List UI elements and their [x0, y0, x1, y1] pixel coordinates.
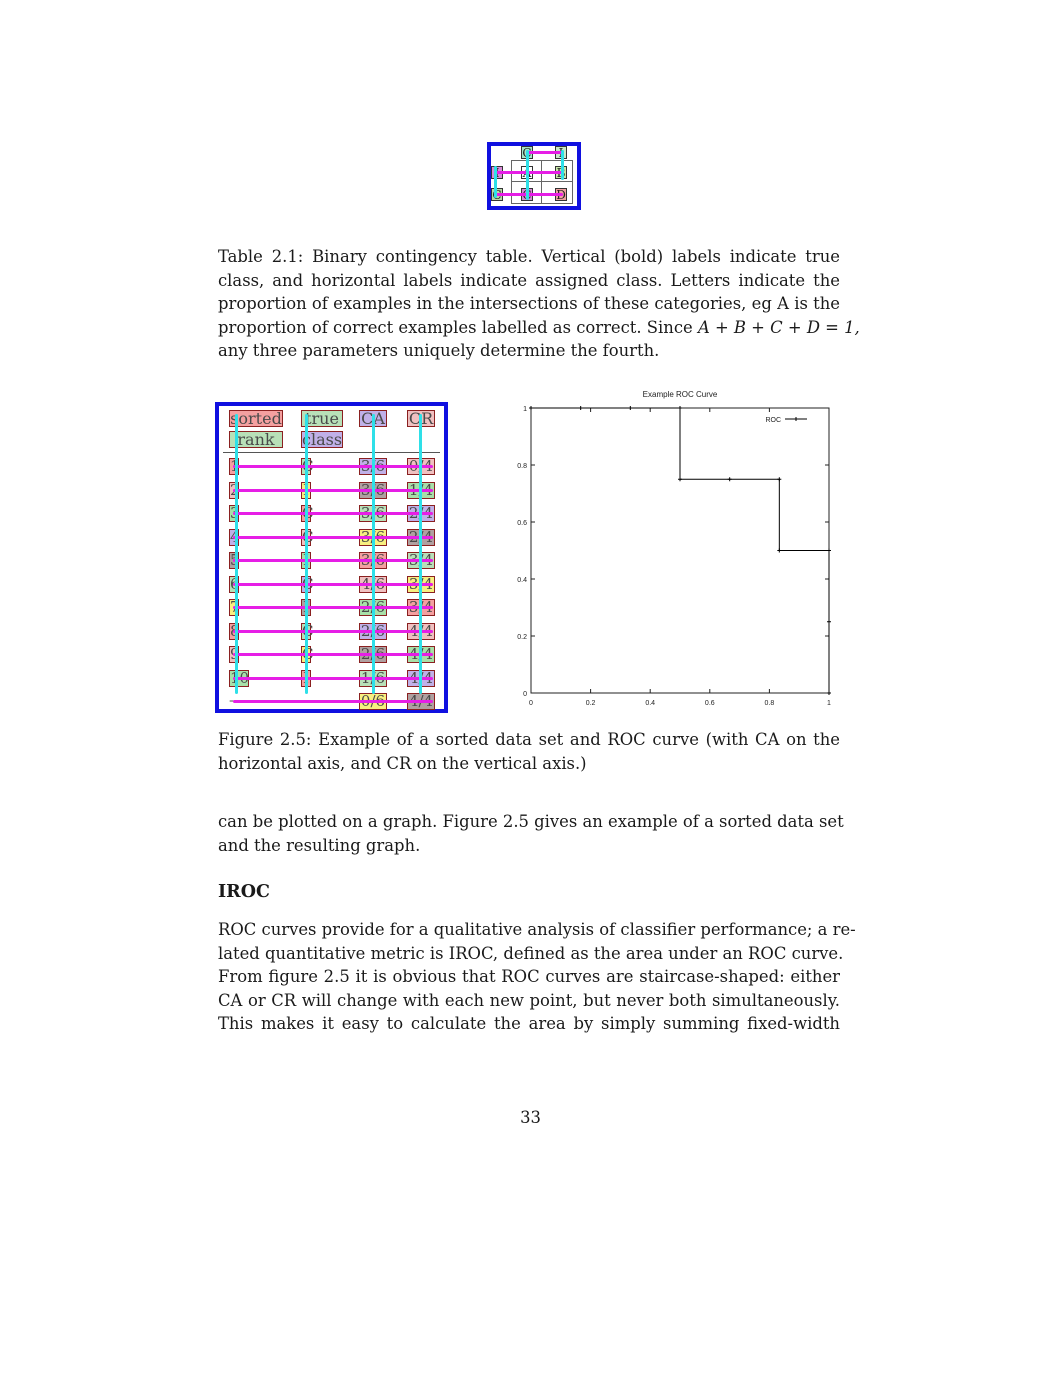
row-order-link — [233, 465, 433, 468]
row-order-link — [233, 559, 433, 562]
column-order-link — [372, 414, 375, 694]
section-heading: IROC — [218, 882, 270, 902]
chart-title: Example ROC Curve — [643, 390, 718, 399]
reading-order-link — [527, 151, 563, 154]
table-header-cell: sorted — [229, 409, 283, 428]
column-order-link — [526, 150, 529, 200]
table-header-cell: rank — [229, 431, 283, 448]
table-rule — [223, 452, 440, 453]
row-order-link — [233, 629, 433, 633]
figure-caption-line: horizontal axis, and CR on the vertical … — [218, 753, 587, 773]
y-tick-label: 0 — [523, 691, 527, 698]
roc-series-line — [531, 407, 830, 693]
column-order-link — [419, 414, 422, 694]
y-tick-label: 0.8 — [517, 463, 527, 470]
column-order-link — [494, 166, 497, 198]
x-tick-label: 0.6 — [705, 700, 715, 707]
table-caption-label: Table 2.1: — [218, 247, 304, 266]
y-tick-label: 0.4 — [517, 577, 527, 584]
figure-caption-line: Figure 2.5: Example of a sorted data set… — [218, 730, 840, 749]
body-line: can be plotted on a graph. Figure 2.5 gi… — [218, 812, 844, 831]
figure-caption: Figure 2.5: Example of a sorted data set… — [218, 728, 840, 775]
contingency-table: C I I C A B C D — [487, 142, 581, 210]
x-tick-label: 0.8 — [765, 700, 775, 707]
x-tick-label: 0.2 — [586, 700, 596, 707]
x-tick-label: 1 — [827, 700, 831, 707]
reading-order-link — [496, 193, 563, 196]
iroc-paragraph: ROC curves provide for a qualitative ana… — [218, 918, 856, 1036]
sorted-data-table: sortedranktrueclassCACR1C3/60/42I3/61/43… — [215, 402, 448, 713]
iroc-line: This makes it easy to calculate the area… — [218, 1014, 840, 1033]
body-line: and the resulting graph. — [218, 835, 421, 855]
table-caption-line: class, and horizontal labels indicate as… — [218, 270, 840, 290]
table-caption-equation: A + B + C + D = 1, — [697, 317, 860, 337]
row-order-link — [233, 606, 433, 609]
body-paragraph: can be plotted on a graph. Figure 2.5 gi… — [218, 810, 844, 857]
y-tick-label: 0.2 — [517, 634, 527, 641]
row-order-link — [233, 676, 433, 680]
row-order-link — [233, 582, 433, 586]
iroc-line: lated quantitative metric is IROC, defin… — [218, 943, 844, 963]
row-order-link — [233, 700, 433, 703]
table-caption-line: any three parameters uniquely determine … — [218, 341, 660, 360]
column-order-link — [561, 150, 564, 180]
row-order-link — [233, 653, 433, 656]
iroc-line: CA or CR will change with each new point… — [218, 990, 840, 1010]
iroc-line: From figure 2.5 it is obvious that ROC c… — [218, 967, 840, 986]
roc-chart: Example ROC Curve 0 0.2 0.4 0.6 0.8 1 0 0.2 0.4 0.… — [517, 390, 831, 707]
table-caption: Table 2.1: Binary contingency table. Ver… — [218, 245, 860, 363]
table-caption-line: proportion of examples in the intersecti… — [218, 294, 840, 313]
row-order-link — [233, 535, 433, 539]
table-caption-line: proportion of correct examples labelled … — [218, 317, 693, 337]
table-header-cell: class — [301, 430, 343, 449]
table-caption-line: Binary contingency table. Vertical (bold… — [312, 247, 840, 266]
y-tick-label: 0.6 — [517, 520, 527, 527]
iroc-line: ROC curves provide for a qualitative ana… — [218, 920, 856, 939]
column-order-link — [305, 414, 308, 694]
reading-order-link — [496, 171, 563, 174]
legend-label: ROC — [765, 417, 781, 424]
x-tick-label: 0 — [529, 700, 533, 707]
x-tick-label: 0.4 — [645, 700, 655, 707]
y-tick-label: 1 — [523, 406, 527, 413]
page-number: 33 — [520, 1108, 541, 1127]
row-order-link — [233, 512, 433, 515]
row-order-link — [233, 488, 433, 492]
table-header-cell: true — [301, 410, 343, 427]
column-order-link — [235, 414, 238, 694]
